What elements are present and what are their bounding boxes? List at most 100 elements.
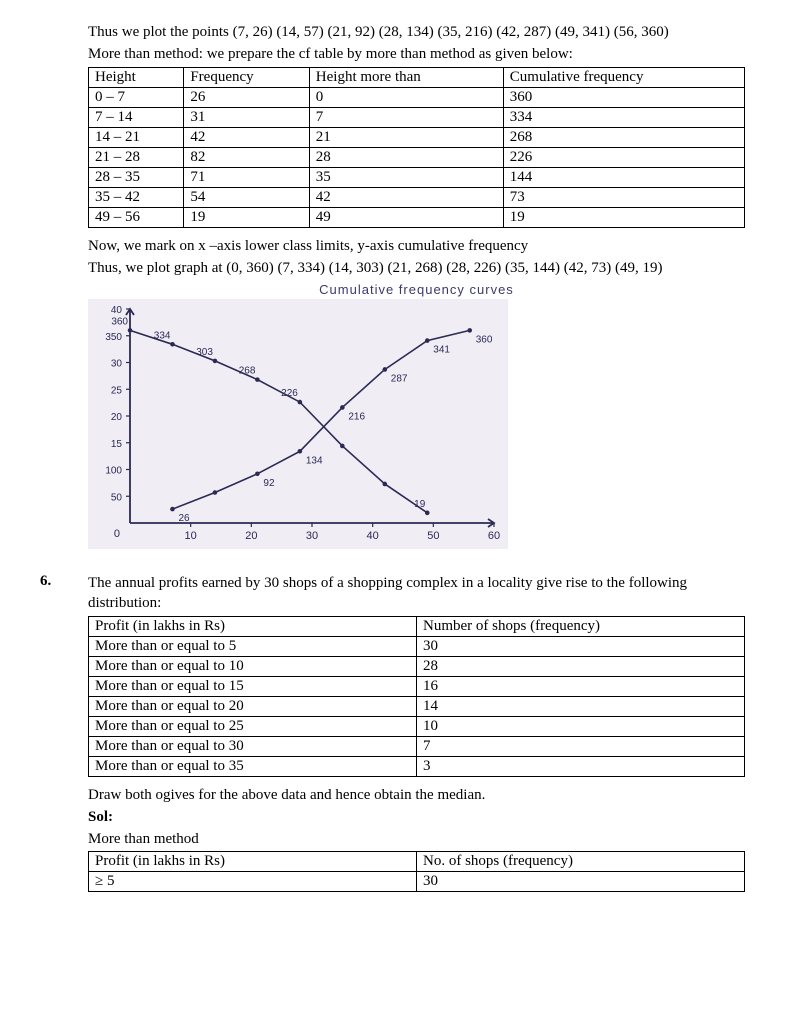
question-text: The annual profits earned by 30 shops of… <box>88 573 745 614</box>
table-cell: More than or equal to 30 <box>89 736 417 756</box>
table-row: More than or equal to 307 <box>89 736 745 756</box>
table-cell: 30 <box>417 636 745 656</box>
svg-text:40: 40 <box>367 530 379 542</box>
table-cell: 10 <box>417 716 745 736</box>
svg-text:216: 216 <box>348 411 365 422</box>
table-cell: 28 – 35 <box>89 167 184 187</box>
svg-text:50: 50 <box>111 492 123 503</box>
table-cell: 73 <box>503 187 744 207</box>
table-cell: 31 <box>184 107 309 127</box>
table-header-row: Height Frequency Height more than Cumula… <box>89 67 745 87</box>
plot-points-text: Thus we plot the points (7, 26) (14, 57)… <box>88 22 745 42</box>
svg-text:20: 20 <box>245 530 257 542</box>
table-cell: 49 – 56 <box>89 207 184 227</box>
svg-text:15: 15 <box>111 439 123 450</box>
col-header: Height more than <box>309 67 503 87</box>
table-cell: 0 <box>309 87 503 107</box>
table-cell: 19 <box>503 207 744 227</box>
svg-text:19: 19 <box>414 499 426 510</box>
table-cell: 28 <box>417 656 745 676</box>
profit-table: Profit (in lakhs in Rs) Number of shops … <box>88 616 745 777</box>
col-header: Height <box>89 67 184 87</box>
table-cell: 54 <box>184 187 309 207</box>
svg-text:30: 30 <box>111 359 123 370</box>
svg-text:50: 50 <box>427 530 439 542</box>
svg-text:100: 100 <box>105 466 122 477</box>
table-cell: 3 <box>417 756 745 776</box>
table-row: 0 – 7260360 <box>89 87 745 107</box>
table-cell: 21 <box>309 127 503 147</box>
table-row: More than or equal to 1516 <box>89 676 745 696</box>
table-cell: 226 <box>503 147 744 167</box>
table-cell: More than or equal to 10 <box>89 656 417 676</box>
col-header: Number of shops (frequency) <box>417 616 745 636</box>
table-cell: 35 – 42 <box>89 187 184 207</box>
more-than-intro: More than method: we prepare the cf tabl… <box>88 44 745 64</box>
svg-text:25: 25 <box>111 385 123 396</box>
table-cell: 30 <box>417 872 745 892</box>
axis-note: Now, we mark on x –axis lower class limi… <box>88 236 745 256</box>
table-cell: 268 <box>503 127 744 147</box>
table-cell: More than or equal to 15 <box>89 676 417 696</box>
table-cell: 7 – 14 <box>89 107 184 127</box>
table-row: 21 – 288228226 <box>89 147 745 167</box>
col-header: Frequency <box>184 67 309 87</box>
table-cell: More than or equal to 35 <box>89 756 417 776</box>
table-cell: 42 <box>184 127 309 147</box>
question-number: 6. <box>40 573 78 590</box>
table-cell: 7 <box>417 736 745 756</box>
svg-text:10: 10 <box>185 530 197 542</box>
table-cell: 360 <box>503 87 744 107</box>
table-cell: More than or equal to 5 <box>89 636 417 656</box>
table-row: 14 – 214221268 <box>89 127 745 147</box>
table-cell: 0 – 7 <box>89 87 184 107</box>
plot-graph-points: Thus, we plot graph at (0, 360) (7, 334)… <box>88 258 745 278</box>
svg-text:360: 360 <box>111 316 128 327</box>
svg-text:92: 92 <box>263 478 275 489</box>
svg-text:134: 134 <box>306 455 323 466</box>
table-row: 49 – 56194919 <box>89 207 745 227</box>
ogive-instruction: Draw both ogives for the above data and … <box>88 785 745 805</box>
svg-text:20: 20 <box>111 412 123 423</box>
col-header: Profit (in lakhs in Rs) <box>89 852 417 872</box>
table-header-row: Profit (in lakhs in Rs) Number of shops … <box>89 616 745 636</box>
table-cell: 42 <box>309 187 503 207</box>
table-header-row: Profit (in lakhs in Rs) No. of shops (fr… <box>89 852 745 872</box>
solution-label: Sol: <box>88 807 745 827</box>
table-row: 35 – 42544273 <box>89 187 745 207</box>
table-cell: 144 <box>503 167 744 187</box>
svg-text:303: 303 <box>196 347 213 358</box>
table-cell: ≥ 5 <box>89 872 417 892</box>
table-row: More than or equal to 2014 <box>89 696 745 716</box>
svg-text:226: 226 <box>281 388 298 399</box>
svg-text:287: 287 <box>391 373 408 384</box>
table-row: More than or equal to 530 <box>89 636 745 656</box>
svg-text:40: 40 <box>111 305 123 316</box>
table-cell: 7 <box>309 107 503 127</box>
table-cell: More than or equal to 25 <box>89 716 417 736</box>
table-cell: 71 <box>184 167 309 187</box>
table-cell: 82 <box>184 147 309 167</box>
svg-text:268: 268 <box>239 366 256 377</box>
svg-text:60: 60 <box>488 530 500 542</box>
table-cell: 19 <box>184 207 309 227</box>
chart-title: Cumulative frequency curves <box>88 282 745 297</box>
table-row: More than or equal to 353 <box>89 756 745 776</box>
svg-text:26: 26 <box>178 513 190 524</box>
table-row: More than or equal to 2510 <box>89 716 745 736</box>
table-row: 28 – 357135144 <box>89 167 745 187</box>
svg-text:30: 30 <box>306 530 318 542</box>
table-row: More than or equal to 1028 <box>89 656 745 676</box>
table-cell: 334 <box>503 107 744 127</box>
height-cf-table: Height Frequency Height more than Cumula… <box>88 67 745 228</box>
table-cell: 14 – 21 <box>89 127 184 147</box>
svg-text:334: 334 <box>154 330 171 341</box>
ogive-chart: Cumulative frequency curves 10 20 30 40 50 60… <box>88 282 745 549</box>
col-header: Profit (in lakhs in Rs) <box>89 616 417 636</box>
table-cell: 35 <box>309 167 503 187</box>
table-cell: 16 <box>417 676 745 696</box>
ogive-svg: 1020304050605010015202530350400360334303… <box>88 299 508 549</box>
svg-text:0: 0 <box>114 528 120 540</box>
table-cell: More than or equal to 20 <box>89 696 417 716</box>
table-cell: 28 <box>309 147 503 167</box>
